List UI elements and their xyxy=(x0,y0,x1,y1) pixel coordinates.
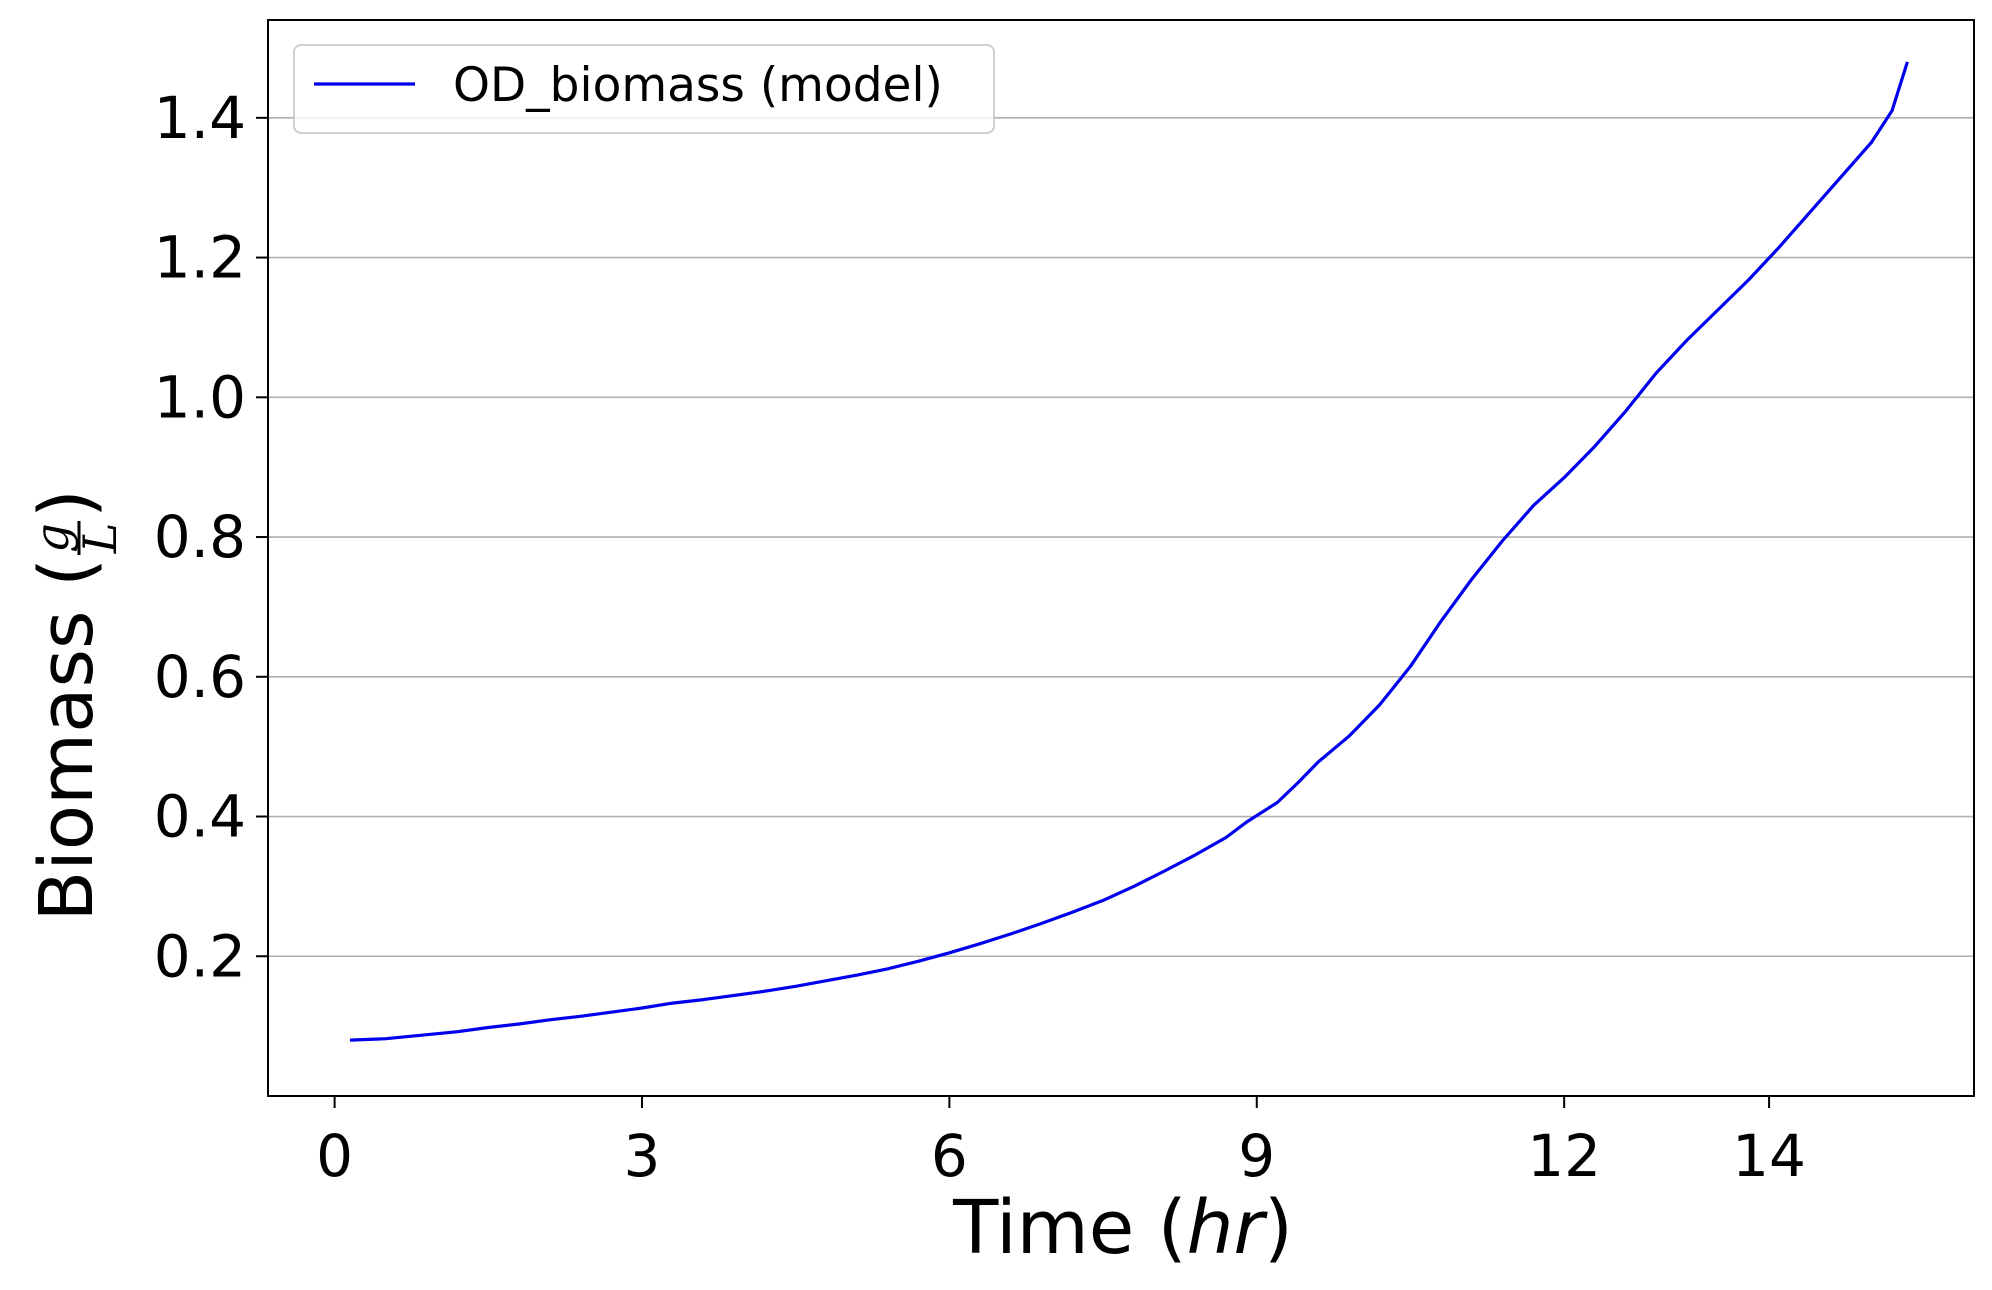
x-axis-label-unit: hr xyxy=(1187,1185,1269,1271)
x-tick-label: 14 xyxy=(1732,1122,1806,1190)
x-tick-label: 0 xyxy=(316,1122,353,1190)
x-axis-label-suffix: ) xyxy=(1264,1185,1293,1271)
y-tick-label: 0.6 xyxy=(154,643,246,711)
x-axis-label-prefix: Time ( xyxy=(952,1185,1187,1271)
y-tick-label: 1.2 xyxy=(154,224,246,292)
legend-box xyxy=(293,44,995,134)
y-axis-label-suffix: ) xyxy=(24,489,110,518)
legend-series-label: OD_biomass (model) xyxy=(453,58,943,113)
y-tick-label: 1.0 xyxy=(154,363,246,431)
x-tick-label: 12 xyxy=(1527,1122,1601,1190)
y-axis-label-prefix: Biomass ( xyxy=(24,558,110,922)
y-axis-label-numerator: g xyxy=(25,523,79,552)
series-line-od-biomass xyxy=(349,61,1909,1042)
series-layer xyxy=(349,61,1909,1042)
x-axis-ticks: 0 3 6 9 12 14 xyxy=(316,1096,1806,1190)
y-tick-label: 1.4 xyxy=(154,84,246,152)
x-tick-label: 6 xyxy=(931,1122,968,1190)
grid-lines xyxy=(268,117,1974,958)
x-axis-label: Time (hr) xyxy=(952,1185,1293,1271)
y-tick-label: 0.8 xyxy=(154,503,246,571)
y-axis-label-denominator: L xyxy=(73,523,127,555)
y-axis-ticks: 0.2 0.4 0.6 0.8 1.0 1.2 1.4 xyxy=(154,84,268,990)
x-tick-label: 3 xyxy=(624,1122,661,1190)
y-axis-label: Biomass ( g L ) xyxy=(24,489,127,921)
plot-frame xyxy=(267,19,1975,1097)
y-axis-label-text: Biomass ( xyxy=(24,558,110,922)
legend: OD_biomass (model) xyxy=(293,44,995,134)
y-tick-label: 0.2 xyxy=(154,922,246,990)
y-tick-label: 0.4 xyxy=(154,783,246,851)
x-tick-label: 9 xyxy=(1238,1122,1275,1190)
